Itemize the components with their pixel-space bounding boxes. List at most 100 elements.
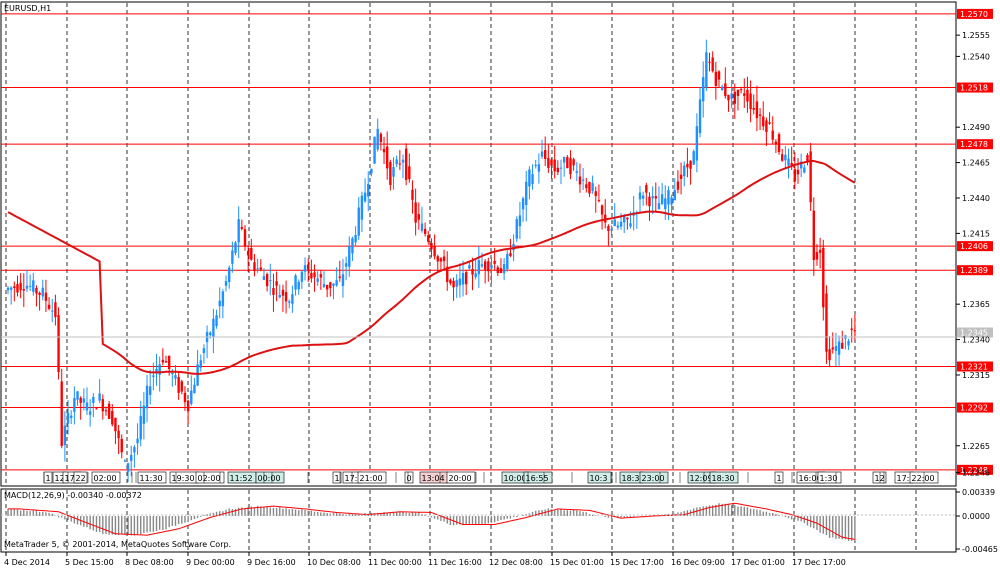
timeline-tag-label: 19:30 <box>172 474 195 483</box>
candle-body <box>452 280 455 288</box>
candle-body <box>218 300 221 307</box>
candle-body <box>724 83 727 97</box>
timeline-tag-label: 10:00 <box>504 474 527 483</box>
candle-body <box>623 215 626 223</box>
candle-body <box>458 278 462 286</box>
candle-body <box>743 93 746 96</box>
timeline-tag-label: 17: <box>65 474 78 483</box>
candle-body <box>477 260 481 275</box>
timeline-tag <box>91 471 121 484</box>
candle-body <box>278 295 281 298</box>
candle-body <box>755 101 759 119</box>
current-price-box <box>957 327 993 338</box>
price-tick-label: 1.2365 <box>962 300 990 309</box>
candle-body <box>231 250 234 264</box>
candle-body <box>784 154 787 161</box>
candle-body <box>85 402 89 411</box>
candle-body <box>281 289 285 296</box>
candle-body <box>158 364 161 375</box>
timeline-tag-label: 1 <box>335 474 340 483</box>
level-label-box <box>957 139 993 150</box>
candle-body <box>553 159 556 172</box>
current-price-label: 1.2345 <box>960 328 988 337</box>
candle-body <box>670 197 673 205</box>
candle-body <box>243 229 247 247</box>
candle-body <box>427 235 430 242</box>
candle-body <box>117 430 120 439</box>
candle-body <box>420 223 424 231</box>
candle-body <box>831 347 834 350</box>
candle-body <box>572 159 575 166</box>
candle-body <box>25 285 29 289</box>
timeline-tags[interactable]: 1 12 17:22 02:00 11:30 19:30 02:00 11:52 00:00 1 1… <box>43 471 939 484</box>
candle-body <box>727 94 730 101</box>
candle-body <box>79 397 82 403</box>
candle-body <box>439 258 443 262</box>
candle-body <box>401 159 405 163</box>
timeline-tag <box>639 471 669 484</box>
candle-body <box>373 136 376 164</box>
candle-body <box>322 284 326 287</box>
candle-body <box>762 116 765 127</box>
candle-body <box>291 294 294 304</box>
candle-body <box>136 438 139 444</box>
candle-body <box>774 141 778 145</box>
candle-body <box>126 463 130 472</box>
timeline-tag <box>404 471 414 484</box>
candle-body <box>708 61 711 63</box>
candle-body <box>269 280 272 282</box>
candle-body <box>828 349 831 361</box>
candle-body <box>442 256 446 262</box>
candle-body <box>171 373 174 375</box>
candle-body <box>155 368 158 374</box>
timeline-tag-label: 23:00 <box>642 474 665 483</box>
copyright-text: MetaTrader 5, © 2001-2014, MetaQuotes So… <box>4 540 231 549</box>
timeline-tag <box>357 471 387 484</box>
time-tick-label: 5 Dec 15:00 <box>65 558 114 567</box>
candle-body <box>408 166 411 180</box>
time-tick-label: 9 Dec 00:00 <box>186 558 235 567</box>
candle-body <box>363 192 367 202</box>
time-tick-label: 17 Dec 01:00 <box>731 558 785 567</box>
price-panel[interactable] <box>0 1 957 487</box>
candle-body <box>746 89 749 102</box>
candle-body <box>645 185 648 193</box>
timeline-tag-label: 17: <box>345 474 358 483</box>
candle-body <box>193 384 196 394</box>
candle-body <box>613 219 616 227</box>
candle-body <box>515 219 518 239</box>
candle-body <box>689 160 692 169</box>
time-tick-label: 12 Dec 08:00 <box>489 558 543 567</box>
candle-body <box>730 93 733 99</box>
candle-body <box>164 361 168 363</box>
candle-body <box>806 154 809 162</box>
time-tick-label: 15 Dec 17:00 <box>610 558 664 567</box>
candle-body <box>335 280 338 286</box>
timeline-tag <box>817 471 842 484</box>
candle-body <box>705 52 708 88</box>
candle-body <box>641 195 645 199</box>
candle-body <box>344 263 348 267</box>
candle-body <box>569 158 572 175</box>
candle-body <box>107 403 111 420</box>
candle-body <box>781 154 784 161</box>
candle-body <box>777 134 781 153</box>
candle-body <box>63 425 67 446</box>
candle-body <box>815 252 819 260</box>
candle-body <box>575 171 578 173</box>
timeline-tag-label: 11:30 <box>140 474 163 483</box>
candle-body <box>32 280 35 292</box>
candle-body <box>446 266 449 282</box>
candle-body <box>215 315 218 327</box>
candle-body <box>51 310 54 312</box>
candle-body <box>95 408 98 410</box>
time-tick-label: 11 Dec 16:00 <box>428 558 482 567</box>
candle-body <box>465 272 468 285</box>
timeline-tag-label: 21:00 <box>360 474 383 483</box>
timeline-tag <box>195 471 225 484</box>
candle-body <box>288 301 291 303</box>
candle-body <box>256 268 259 270</box>
candle-body <box>809 151 812 203</box>
candle-body <box>294 275 297 290</box>
